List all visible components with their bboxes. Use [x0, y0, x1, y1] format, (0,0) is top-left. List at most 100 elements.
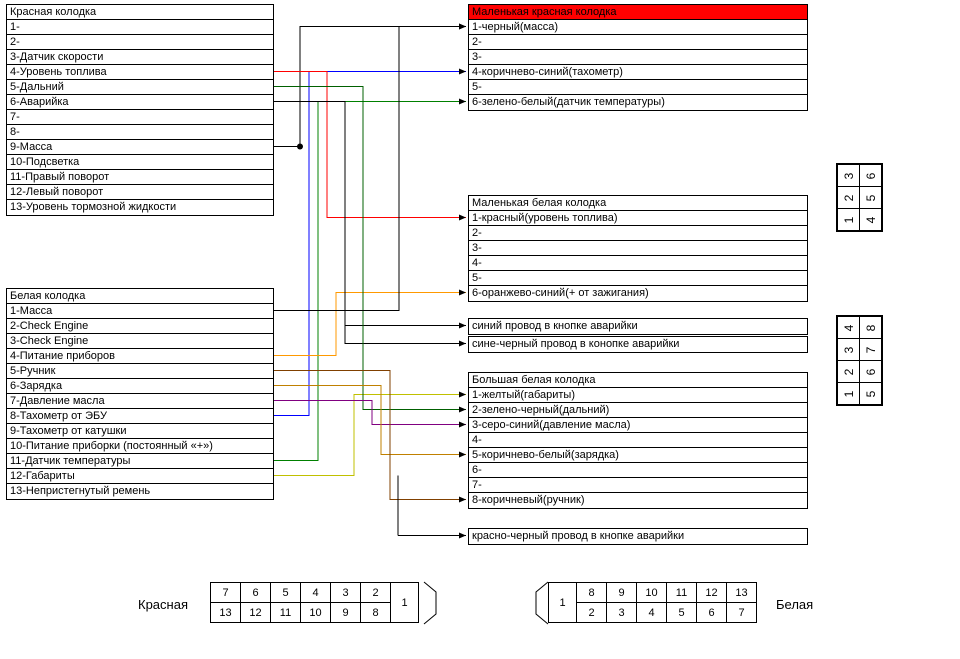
bc: 3	[607, 603, 637, 623]
block-red-row-5: 5-Дальний	[7, 80, 273, 95]
bc: 7	[727, 603, 757, 623]
mini-cell: 2	[838, 187, 860, 209]
bc: 9	[607, 583, 637, 603]
block-red-row-7: 7-	[7, 110, 273, 125]
bc: 11	[271, 603, 301, 623]
block-big_white-row-2: 2-зелено-черный(дальний)	[469, 403, 807, 418]
block-extra: красно-черный провод в кнопке аварийки	[468, 528, 808, 545]
block-red-row-1: 1-	[7, 20, 273, 35]
bc: 8	[577, 583, 607, 603]
block-white-row-12: 12-Габариты	[7, 469, 273, 484]
bc: 10	[301, 603, 331, 623]
bc: 12	[241, 603, 271, 623]
mini-grid-1: 48372615	[836, 315, 883, 406]
bc: 6	[241, 583, 271, 603]
mini-cell: 5	[860, 383, 882, 405]
block-big_white-row-7: 7-	[469, 478, 807, 493]
bottom-label-white: Белая	[776, 597, 813, 612]
bc: 4	[637, 603, 667, 623]
mini-cell: 7	[860, 339, 882, 361]
mini-grid-0: 362514	[836, 163, 883, 232]
block-red-row-6: 6-Аварийка	[7, 95, 273, 110]
block-small_white-row-3: 3-	[469, 241, 807, 256]
block-big_white-row-6: 6-	[469, 463, 807, 478]
block-small_white-row-4: 4-	[469, 256, 807, 271]
block-small_white-row-1: 1-красный(уровень топлива)	[469, 211, 807, 226]
bc: 9	[331, 603, 361, 623]
mini-cell: 6	[860, 361, 882, 383]
block-big_white-row-3: 3-серо-синий(давление масла)	[469, 418, 807, 433]
two-wires-row-0: синий провод в кнопке аварийки	[469, 319, 807, 334]
bc: 2	[577, 603, 607, 623]
block-red-row-3: 3-Датчик скорости	[7, 50, 273, 65]
mini-cell: 6	[860, 165, 882, 187]
block-small_red-row-2: 2-	[469, 35, 807, 50]
block-two-wires-1: сине-черный провод в конопке аварийки	[468, 336, 808, 353]
extra-row: красно-черный провод в кнопке аварийки	[469, 529, 807, 544]
block-small_white: Маленькая белая колодка1-красный(уровень…	[468, 195, 808, 302]
block-white-row-5: 5-Ручник	[7, 364, 273, 379]
bc: 12	[697, 583, 727, 603]
block-small_red-header: Маленькая красная колодка	[469, 5, 807, 20]
block-red-row-12: 12-Левый поворот	[7, 185, 273, 200]
block-white-row-11: 11-Датчик температуры	[7, 454, 273, 469]
block-white-row-4: 4-Питание приборов	[7, 349, 273, 364]
mini-cell: 8	[860, 317, 882, 339]
end-cell: 1	[549, 583, 577, 623]
block-small_white-row-5: 5-	[469, 271, 807, 286]
block-red-row-4: 4-Уровень топлива	[7, 65, 273, 80]
bc: 5	[271, 583, 301, 603]
block-red-row-2: 2-	[7, 35, 273, 50]
block-red-row-11: 11-Правый поворот	[7, 170, 273, 185]
block-small_red: Маленькая красная колодка1-черный(масса)…	[468, 4, 808, 111]
mini-cell: 4	[860, 209, 882, 231]
block-small_white-header: Маленькая белая колодка	[469, 196, 807, 211]
block-big_white-row-4: 4-	[469, 433, 807, 448]
bc: 8	[361, 603, 391, 623]
block-big_white: Большая белая колодка1-желтый(габариты)2…	[468, 372, 808, 509]
bottom-block-white: 18910111213234567	[548, 582, 757, 623]
bc: 3	[331, 583, 361, 603]
block-small_red-row-4: 4-коричнево-синий(тахометр)	[469, 65, 807, 80]
block-big_white-row-5: 5-коричнево-белый(зарядка)	[469, 448, 807, 463]
block-small_red-row-1: 1-черный(масса)	[469, 20, 807, 35]
block-white-row-9: 9-Тахометр от катушки	[7, 424, 273, 439]
mini-cell: 3	[838, 339, 860, 361]
block-white-row-13: 13-Непристегнутый ремень	[7, 484, 273, 499]
bc: 4	[301, 583, 331, 603]
bc: 2	[361, 583, 391, 603]
mini-cell: 4	[838, 317, 860, 339]
bc: 10	[637, 583, 667, 603]
block-big_white-row-8: 8-коричневый(ручник)	[469, 493, 807, 508]
block-white: Белая колодка1-Масса2-Check Engine3-Chec…	[6, 288, 274, 500]
bottom-label-red: Красная	[138, 597, 188, 612]
block-white-row-7: 7-Давление масла	[7, 394, 273, 409]
block-big_white-header: Большая белая колодка	[469, 373, 807, 388]
block-white-row-10: 10-Питание приборки (постоянный «+»)	[7, 439, 273, 454]
block-white-row-6: 6-Зарядка	[7, 379, 273, 394]
block-white-row-3: 3-Check Engine	[7, 334, 273, 349]
block-white-row-8: 8-Тахометр от ЭБУ	[7, 409, 273, 424]
bc: 13	[211, 603, 241, 623]
bottom-block-red: 76543211312111098	[210, 582, 419, 623]
block-white-row-1: 1-Масса	[7, 304, 273, 319]
bc: 11	[667, 583, 697, 603]
mini-cell: 2	[838, 361, 860, 383]
block-small_red-row-6: 6-зелено-белый(датчик температуры)	[469, 95, 807, 110]
block-red-row-9: 9-Масса	[7, 140, 273, 155]
bc: 5	[667, 603, 697, 623]
mini-cell: 1	[838, 383, 860, 405]
block-red-row-10: 10-Подсветка	[7, 155, 273, 170]
block-small_red-row-5: 5-	[469, 80, 807, 95]
block-white-row-2: 2-Check Engine	[7, 319, 273, 334]
bc: 13	[727, 583, 757, 603]
block-red-row-8: 8-	[7, 125, 273, 140]
block-two-wires-0: синий провод в кнопке аварийки	[468, 318, 808, 335]
block-small_red-row-3: 3-	[469, 50, 807, 65]
block-red: Красная колодка1-2-3-Датчик скорости4-Ур…	[6, 4, 274, 216]
bc: 7	[211, 583, 241, 603]
two-wires-row-1: сине-черный провод в конопке аварийки	[469, 337, 807, 352]
block-red-header: Красная колодка	[7, 5, 273, 20]
block-red-row-13: 13-Уровень тормозной жидкости	[7, 200, 273, 215]
block-white-header: Белая колодка	[7, 289, 273, 304]
